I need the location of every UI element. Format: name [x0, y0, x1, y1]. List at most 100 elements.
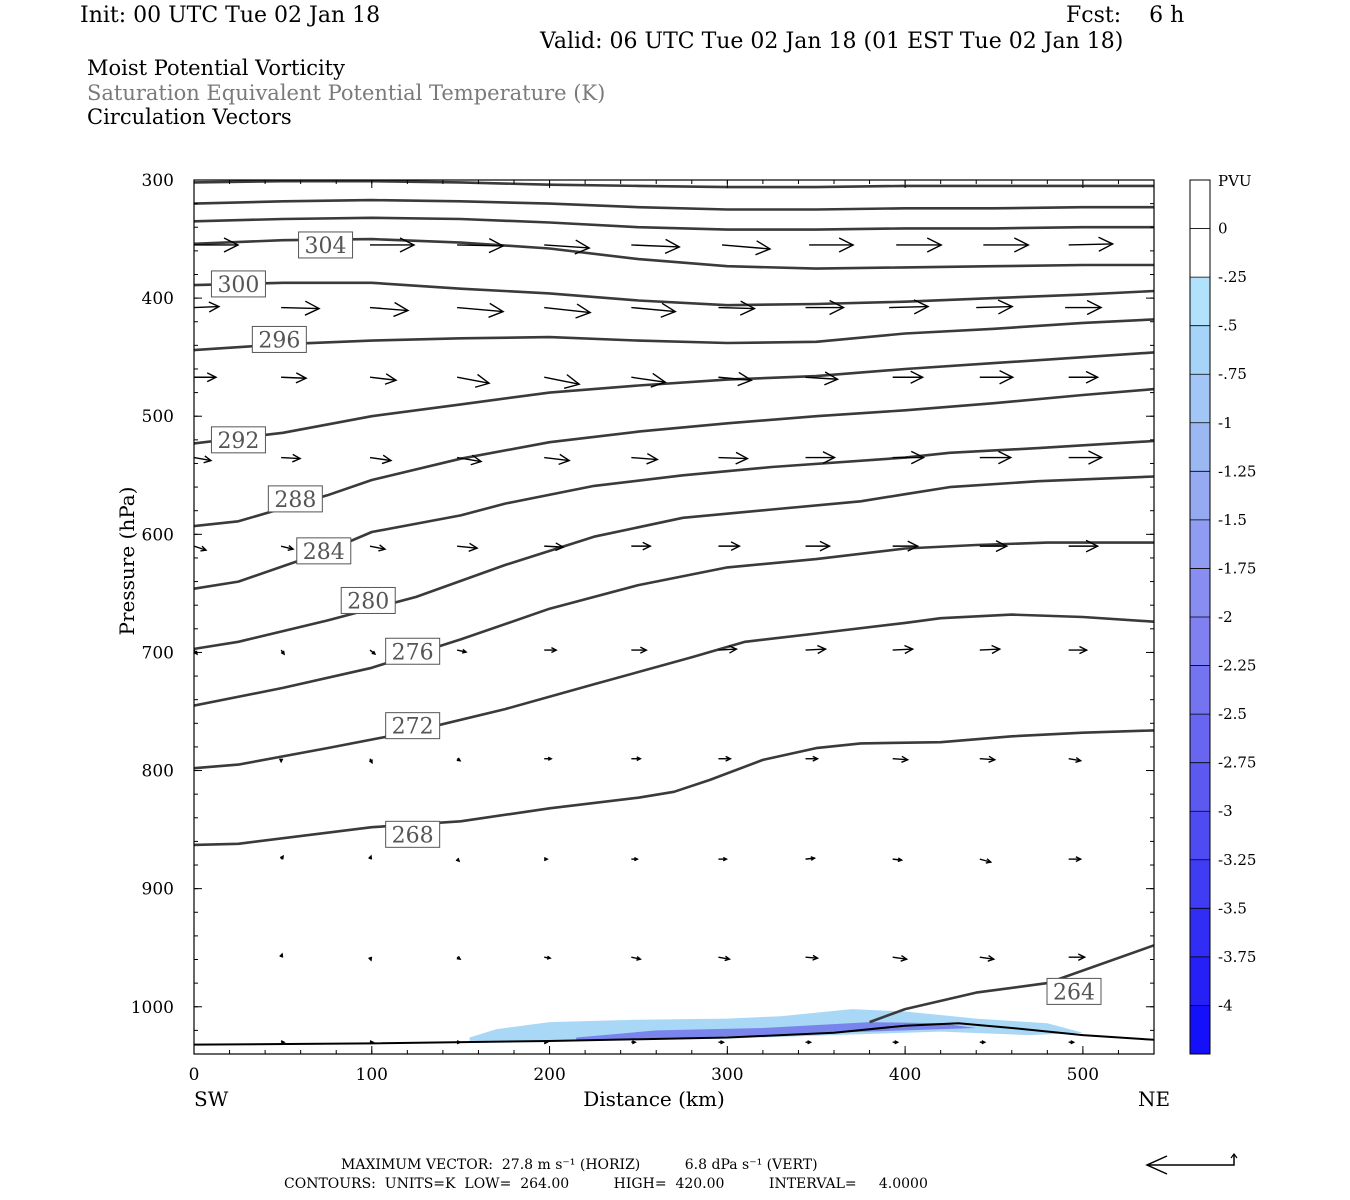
colorbar-swatch [1190, 811, 1210, 860]
vector-arrow [1068, 645, 1089, 655]
contour-292 [194, 351, 1154, 445]
contour-304 [194, 237, 1154, 270]
contour-label-280: 280 [340, 586, 396, 614]
svg-text:288: 288 [274, 488, 316, 513]
vector-arrow [281, 453, 302, 463]
vector-arrow [456, 955, 462, 961]
colorbar-swatch [1190, 422, 1210, 472]
vector-arrow [631, 238, 681, 255]
colorbar-label: -4 [1218, 996, 1233, 1014]
vector-arrow [631, 541, 652, 551]
colorbar-swatch [1190, 519, 1210, 569]
colorbar-swatch [1190, 665, 1210, 715]
colorbar: PVU 0 -.25 -.5 -.75 -1 -1.25 -1.5 -1.75 -2 -2.25 -2… [1189, 172, 1256, 1055]
vector-arrow [369, 454, 393, 465]
contour-280 [194, 475, 1154, 651]
vector-arrow [279, 952, 284, 958]
vector-arrow [457, 302, 505, 318]
vector-arrow [979, 858, 993, 864]
colorbar-label: -.5 [1218, 317, 1237, 335]
svg-text:268: 268 [392, 823, 434, 848]
vector-arrow [718, 645, 739, 654]
vector-arrow [544, 542, 565, 552]
vector-arrow [368, 956, 373, 962]
vector-arrow [979, 450, 1013, 465]
vector-arrow [278, 758, 284, 764]
x-tick-label: 500 [1067, 1065, 1099, 1085]
vector-arrow [455, 857, 461, 863]
vector-arrow [805, 451, 837, 464]
y-axis-label: Pressure (hPa) [115, 487, 139, 636]
svg-text:304: 304 [305, 234, 347, 259]
vector-arrow [979, 1040, 987, 1045]
vector-arrow [718, 541, 742, 551]
vector-arrow [718, 955, 731, 962]
vector-arrow [979, 954, 996, 962]
colorbar-swatch [1190, 908, 1210, 957]
colorbar-swatch [1190, 277, 1210, 326]
y-tick-label: 300 [142, 171, 174, 191]
colorbar-label: -1 [1218, 414, 1233, 432]
vector-arrow [194, 372, 218, 383]
vector-arrow [369, 1040, 375, 1045]
svg-text:264: 264 [1053, 980, 1095, 1005]
y-tick-label: 1000 [131, 998, 174, 1018]
vector-arrow [718, 300, 757, 316]
field-mpv: Moist Potential Vorticity [87, 56, 345, 80]
vector-arrow [369, 373, 398, 385]
colorbar-swatch [1190, 762, 1210, 812]
contour-284 [194, 439, 1154, 590]
vector-arrow [544, 647, 558, 654]
colorbar-label: -3.5 [1218, 899, 1247, 917]
vector-arrow [976, 299, 1014, 315]
vector-arrow [1068, 450, 1104, 465]
contour-308 [194, 216, 1154, 231]
vector-arrow [892, 370, 925, 384]
svg-text:272: 272 [392, 715, 434, 740]
vector-arrow [805, 644, 828, 655]
vector-arrow [631, 452, 659, 465]
colorbar-label: 0 [1218, 220, 1228, 238]
contour-300 [194, 281, 1154, 307]
vector-arrow [805, 755, 820, 762]
vector-arrow [892, 450, 926, 465]
vector-arrow [979, 644, 1002, 655]
vector-arrow [370, 237, 416, 253]
colorbar-swatch [1190, 714, 1210, 763]
colorbar-label: -2.75 [1218, 754, 1256, 772]
forecast-hour: Fcst: 6 h [1066, 3, 1185, 28]
colorbar-swatch [1190, 374, 1210, 423]
vector-arrow [281, 372, 308, 384]
vector-arrow [805, 540, 832, 552]
contour-label-292: 292 [210, 426, 266, 454]
colorbar-label: -2.25 [1218, 657, 1256, 675]
vector-arrow [631, 956, 642, 961]
vector-arrow [892, 1040, 900, 1045]
x-end-label-ne: NE [1138, 1087, 1170, 1111]
vector-arrow [544, 756, 553, 761]
y-tick-label: 400 [142, 289, 174, 309]
contour-label-304: 304 [298, 231, 354, 259]
vector-arrow [892, 857, 904, 863]
vector-arrow [983, 237, 1030, 253]
max-vector-caption: MAXIMUM VECTOR: 27.8 m s⁻¹ (HORIZ) 6.8 d… [341, 1157, 818, 1173]
svg-text:276: 276 [392, 640, 434, 665]
vector-arrow [718, 856, 729, 862]
svg-text:296: 296 [258, 328, 300, 353]
vector-arrow [979, 755, 997, 763]
vector-arrow [457, 542, 479, 552]
x-tick-label: 200 [533, 1065, 565, 1085]
contour-label-300: 300 [210, 270, 266, 298]
colorbar-swatch [1190, 471, 1210, 520]
vector-arrow [896, 237, 943, 253]
plot-frame [193, 179, 1155, 1055]
contour-info: CONTOURS: UNITS=K LOW= 264.00 HIGH= 420.… [284, 1176, 928, 1192]
x-tick-label: 0 [189, 1065, 200, 1085]
vector-arrow [194, 301, 221, 313]
vector-arrow [279, 854, 284, 860]
field-vectors: Circulation Vectors [87, 105, 292, 129]
vector-arrow [1068, 856, 1083, 863]
vector-arrow [979, 540, 1009, 553]
